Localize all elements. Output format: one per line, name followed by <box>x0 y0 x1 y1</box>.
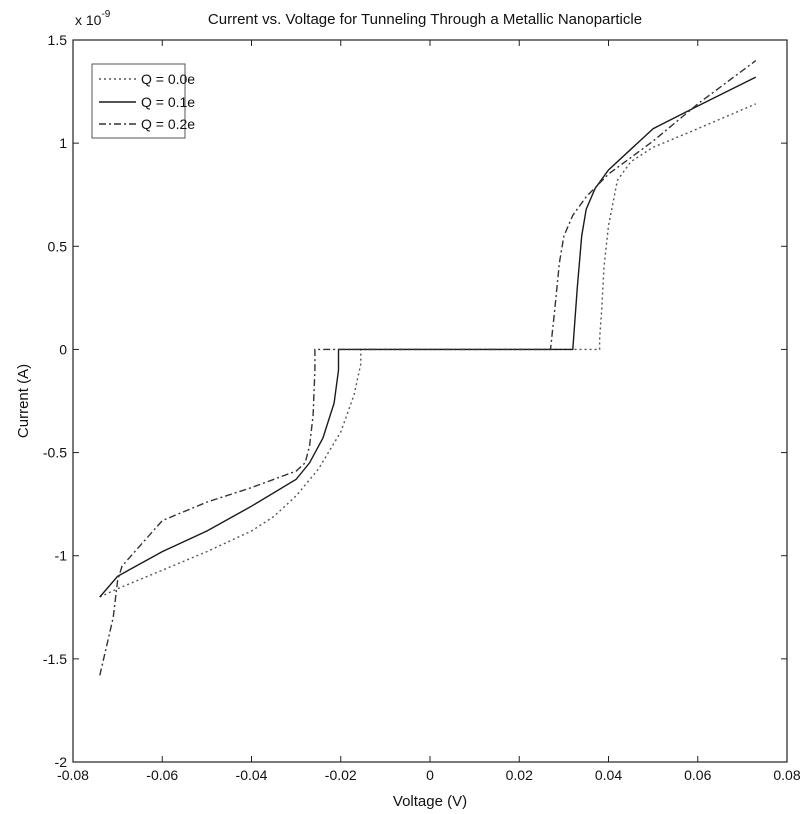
x-tick-label: 0 <box>426 767 434 783</box>
series-line-0 <box>99 103 757 598</box>
x-tick-label: -0.08 <box>57 767 89 783</box>
x-tick-label: 0.02 <box>506 767 533 783</box>
y-multiplier-label: x 10-9 <box>75 9 111 28</box>
y-tick-label: -2 <box>55 754 68 770</box>
x-axis-label: Voltage (V) <box>393 793 467 810</box>
y-axis-ticks: -2 -1.5 -1 -0.5 0 0.5 1 1.5 <box>43 32 787 770</box>
plot-area <box>99 60 757 676</box>
y-tick-label: -1 <box>55 548 68 564</box>
x-tick-label: -0.04 <box>236 767 268 783</box>
y-tick-label: 0 <box>59 341 67 357</box>
x-tick-label: 0.04 <box>595 767 622 783</box>
x-tick-label: -0.02 <box>325 767 357 783</box>
plot-frame <box>72 39 788 763</box>
legend-label-2: Q = 0.2e <box>141 116 195 132</box>
y-tick-label: 1 <box>59 135 67 151</box>
y-tick-label: -1.5 <box>43 651 67 667</box>
legend: Q = 0.0e Q = 0.1e Q = 0.2e <box>91 63 195 139</box>
y-multiplier-base: x 10 <box>75 12 102 28</box>
y-multiplier-exponent: -9 <box>101 9 110 20</box>
chart-title: Current vs. Voltage for Tunneling Throug… <box>208 11 642 28</box>
legend-label-0: Q = 0.0e <box>141 71 195 87</box>
series-line-2 <box>99 60 757 676</box>
y-axis-label: Current (A) <box>15 364 32 438</box>
x-tick-label: 0.08 <box>773 767 800 783</box>
y-tick-label: 1.5 <box>48 32 68 48</box>
x-tick-label: 0.06 <box>684 767 711 783</box>
y-tick-label: -0.5 <box>43 445 67 461</box>
y-tick-label: 0.5 <box>48 238 68 254</box>
x-tick-label: -0.06 <box>146 767 178 783</box>
series-line-1 <box>99 76 757 598</box>
legend-box <box>91 63 186 139</box>
legend-label-1: Q = 0.1e <box>141 94 195 110</box>
x-axis-ticks: -0.08 -0.06 -0.04 -0.02 0 0.02 0.04 0.06 0.08 <box>57 40 801 783</box>
